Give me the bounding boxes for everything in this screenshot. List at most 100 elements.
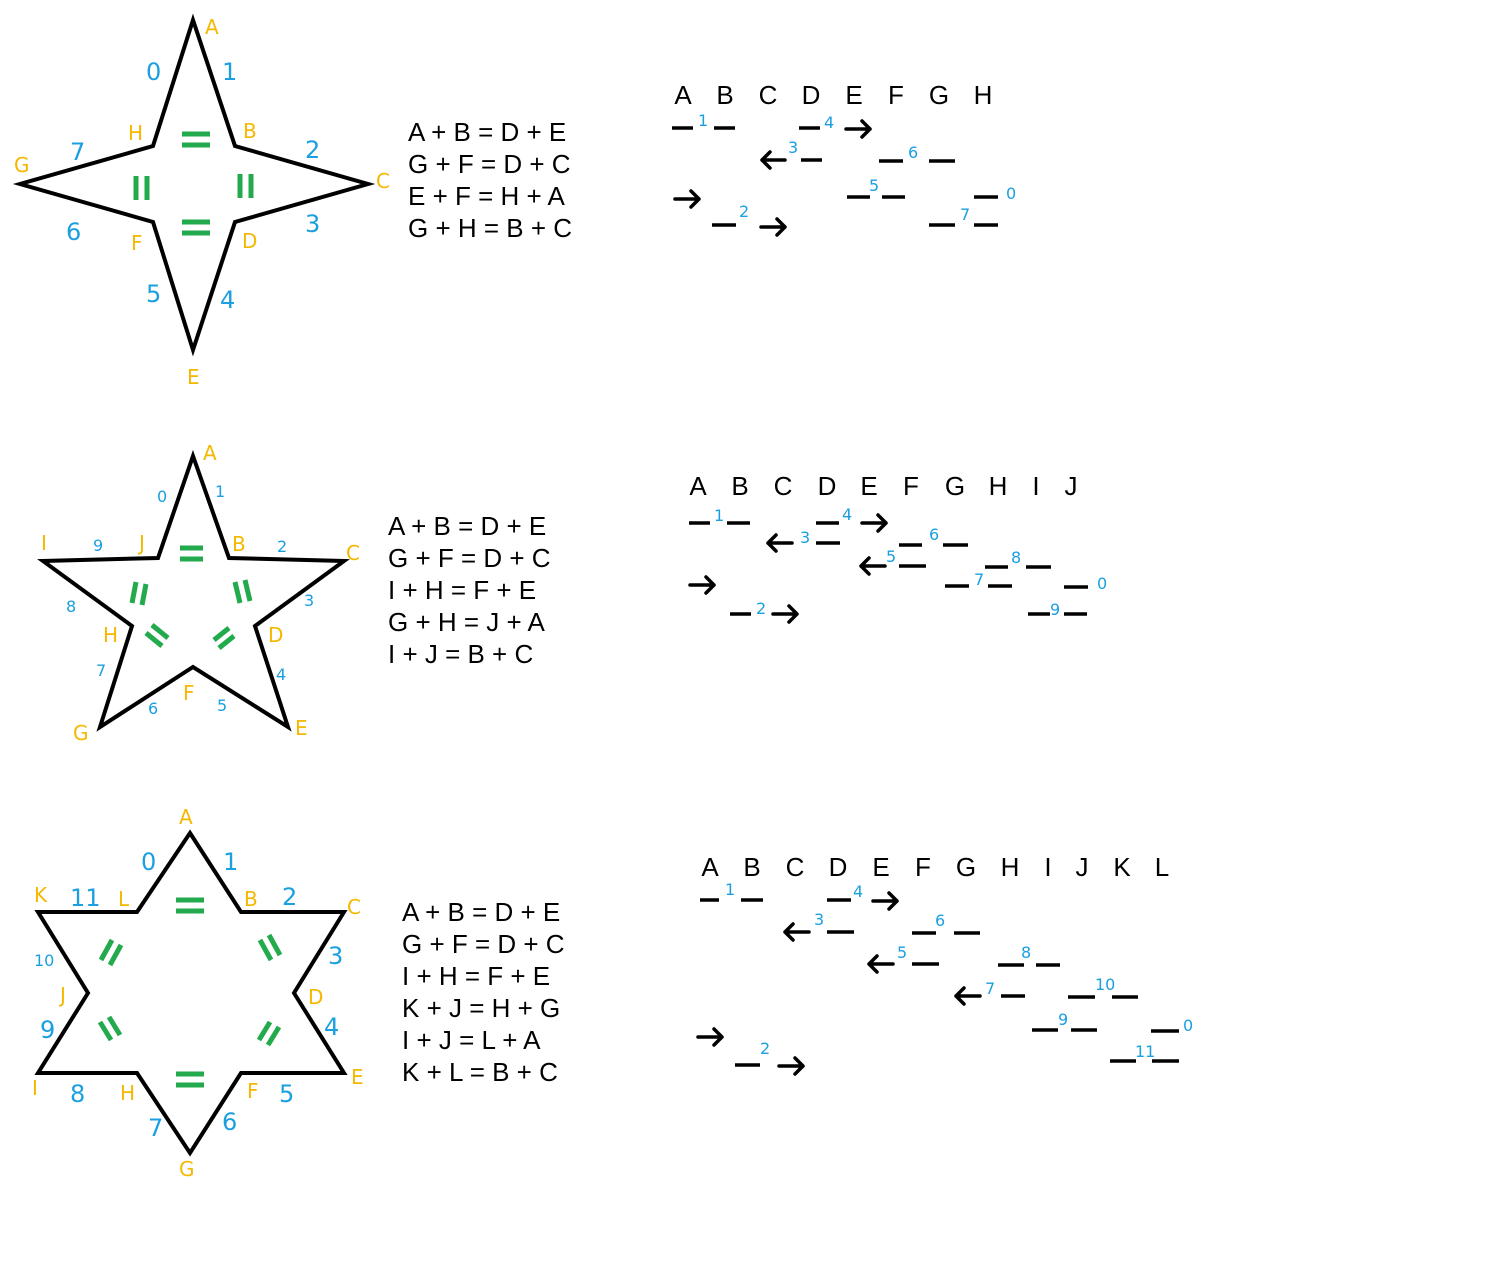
edge-number: 6 [222,1108,237,1136]
sequence-number: 3 [814,910,824,929]
edge-number: 0 [141,848,156,876]
header-letter: H [974,80,993,110]
left-arrow-icon [954,986,982,1006]
edge-number: 7 [148,1114,163,1142]
equation: I + H = F + E [402,961,550,991]
right-arrow-icon [673,189,701,209]
edge-number: 6 [66,218,81,246]
sequence-number: 9 [1050,600,1060,619]
header-letter: B [743,852,760,882]
right-arrow-icon [871,891,899,911]
sequence-number: 6 [908,143,918,162]
vertex-label: F [131,231,143,255]
edge-number: 3 [328,942,343,970]
right-arrow-icon [688,575,716,595]
equation: I + J = B + C [388,639,533,669]
sequence-marks [696,891,1179,1076]
equation: G + F = D + C [408,149,571,179]
sequence-marks [672,119,998,237]
header-letter: I [1044,852,1051,882]
vertex-label: B [243,119,257,143]
vertex-label: C [346,541,360,565]
vertex-label: F [247,1079,259,1103]
star-diagram-2: A B C D E F G H I J 1 2 3 4 5 6 7 8 9 0 … [37,441,1107,745]
vertex-label: A [179,805,193,829]
sequence-number: 5 [869,176,879,195]
left-arrow-icon [783,922,811,942]
left-arrow-icon [760,150,787,170]
equation: G + F = D + C [402,929,565,959]
header-letter: F [888,80,904,110]
header-letter: D [829,852,848,882]
equal-sign [180,545,203,562]
vertex-label: I [32,1076,38,1100]
edge-number: 7 [70,138,85,166]
vertex-label: B [232,532,246,556]
sequence-number: 6 [935,911,945,930]
vertex-label: G [179,1157,195,1181]
edge-number: 3 [304,591,314,610]
sequence-number: 2 [739,202,749,221]
equal-sign [232,579,253,604]
right-arrow-icon [844,119,872,139]
left-arrow-icon [766,533,794,553]
edge-number: 8 [66,597,76,616]
sequence-number: 1 [714,506,724,525]
edge-number: 8 [70,1080,85,1108]
header-letter: L [1155,852,1169,882]
sequence-number: 0 [1006,184,1016,203]
edge-number: 4 [324,1013,339,1041]
vertex-label: D [268,623,283,647]
equation: A + B = D + E [388,511,546,541]
sequence-number: 6 [929,525,939,544]
header-letter: A [674,80,692,110]
vertex-label: H [120,1081,135,1105]
header-letter: B [731,471,748,501]
edge-number: 2 [277,537,287,556]
sequence-number: 4 [824,113,834,132]
equal-sign [97,1015,123,1042]
sequence-number: 11 [1135,1042,1155,1061]
equal-sign [176,1071,204,1088]
edge-number: 1 [223,848,238,876]
right-arrow-icon [759,217,787,237]
vertex-label: A [205,15,219,39]
star-diagram-3: A B C D E F G H I J K L 1 2 3 4 5 6 7 8 … [32,805,1193,1181]
vertex-label: C [376,169,390,193]
right-arrow-icon [860,513,888,533]
header-letter: D [802,80,821,110]
header-letter: E [845,80,862,110]
vertex-label: C [347,895,361,919]
sequence-number: 10 [1095,975,1115,994]
header-letter: C [774,471,793,501]
header-letter: J [1065,471,1078,501]
sequence-number: 1 [698,111,708,130]
edge-number: 2 [305,136,320,164]
edge-number: 6 [148,699,158,718]
vertex-label: J [137,531,145,555]
sequence-number: 5 [886,547,896,566]
vertex-label: K [34,883,48,907]
header-letter: A [701,852,719,882]
edge-number: 11 [70,884,101,912]
sequence-number: 7 [960,205,970,224]
sequence-number: 2 [760,1039,770,1058]
equation: G + F = D + C [388,543,551,573]
equal-sign [182,131,210,148]
vertex-label: G [73,721,89,745]
equal-sign [133,176,150,200]
edge-number: 7 [96,661,106,680]
equal-sign [98,938,124,967]
edge-number: 5 [217,696,227,715]
header-letter: D [818,471,837,501]
sequence-number: 0 [1097,574,1107,593]
equation: G + H = J + A [388,607,545,637]
equal-sign [257,933,283,962]
edge-number: 10 [34,951,54,970]
header-letter: H [1001,852,1020,882]
equal-sign [182,219,210,236]
star-outline [12,13,376,357]
edge-number: 3 [305,210,320,238]
left-arrow-icon [859,556,887,576]
